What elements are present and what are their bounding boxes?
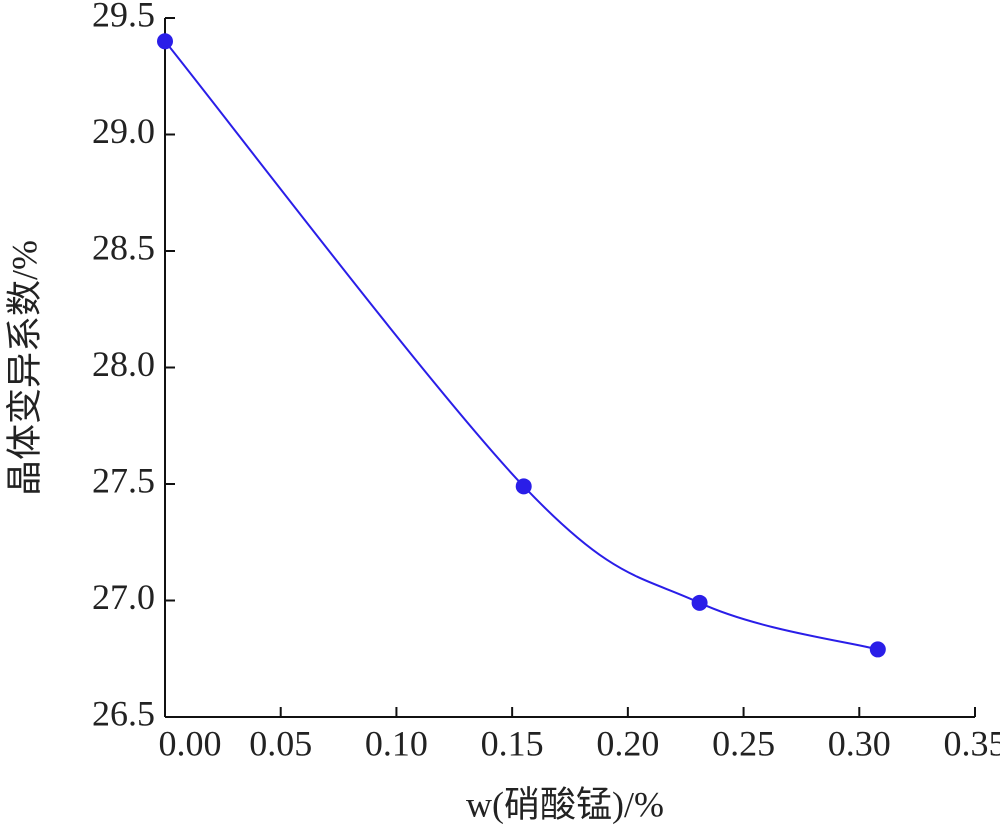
x-tick-label: 0.35 <box>944 723 1000 763</box>
x-tick-label: 0.10 <box>365 723 428 763</box>
line <box>164 40 879 651</box>
marker <box>515 478 532 495</box>
y-tick-label: 28.0 <box>92 344 155 384</box>
marker <box>157 33 173 50</box>
x-tick-label: 0.20 <box>596 723 659 763</box>
x-tick-label: 0.05 <box>249 723 312 763</box>
y-tick-label: 27.5 <box>92 460 155 500</box>
y-axis-label: 晶体变异系数/% <box>4 240 44 496</box>
x-tick-label: 0.15 <box>481 723 544 763</box>
x-axis-label: w(硝酸锰)/% <box>466 784 664 824</box>
marker <box>869 641 886 658</box>
y-tick-label: 28.5 <box>92 227 155 267</box>
x-tick-label: 0.00 <box>159 723 222 763</box>
y-tick-label: 27.0 <box>92 577 155 617</box>
x-tick-label: 0.30 <box>828 723 891 763</box>
y-tick-label: 26.5 <box>92 693 155 733</box>
marker <box>691 594 708 611</box>
y-tick-label: 29.5 <box>92 0 155 34</box>
y-tick-label: 29.0 <box>92 111 155 151</box>
x-tick-label: 0.25 <box>712 723 775 763</box>
